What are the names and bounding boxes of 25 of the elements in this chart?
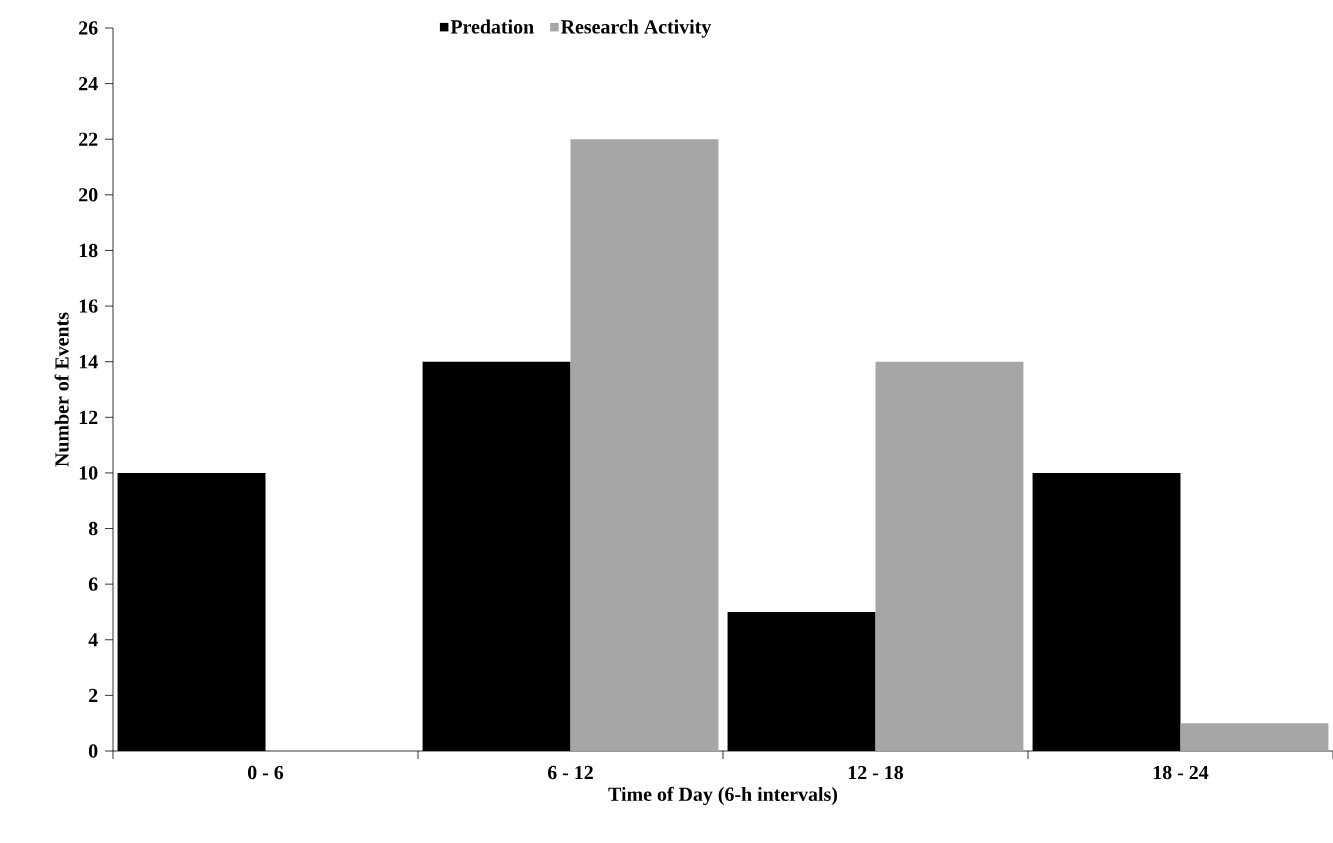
y-tick-label: 16	[79, 299, 98, 313]
y-tick-label: 8	[88, 521, 98, 536]
y-tick-label: 18	[79, 243, 98, 258]
y-tick-label: 10	[79, 466, 98, 480]
x-axis-title: Time of Day (6-h intervals)	[608, 786, 838, 806]
x-tick-label: 6 - 12	[547, 765, 593, 780]
y-tick-label: 0	[88, 744, 98, 758]
x-tick-label: 0 - 6	[248, 765, 284, 780]
legend-label: Predation	[450, 19, 534, 34]
y-tick-label: 2	[89, 688, 98, 702]
y-tick-label: 26	[79, 21, 98, 35]
bar	[570, 139, 719, 751]
y-tick-label: 14	[79, 355, 98, 369]
y-tick-label: 6	[88, 577, 98, 591]
y-tick-label: 4	[88, 633, 98, 647]
y-tick-label: 12	[79, 410, 98, 424]
bar	[875, 361, 1024, 751]
x-tick-label: 18 - 24	[1153, 765, 1209, 780]
x-tick-label: 12 - 18	[848, 765, 904, 780]
y-axis-title: Number of Events	[54, 312, 69, 467]
y-tick-label: 24	[79, 77, 98, 91]
y-tick-label: 22	[79, 132, 98, 146]
y-tick-label: 20	[79, 188, 98, 202]
bar	[1180, 723, 1329, 751]
legend-label: Research Activity	[560, 19, 712, 38]
